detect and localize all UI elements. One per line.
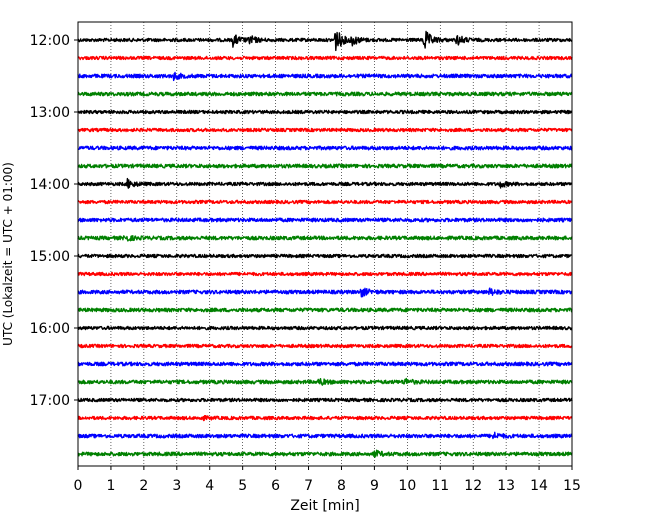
trace-21 [77,414,573,422]
trace-6 [77,145,573,151]
trace-16 [77,325,573,331]
x-tick-label-0: 0 [74,478,83,494]
x-tick-label-9: 9 [370,478,379,494]
trace-14 [77,287,573,298]
trace-7 [77,163,573,169]
x-tick-label-3: 3 [172,478,181,494]
trace-1 [77,55,573,61]
x-tick-label-6: 6 [271,478,280,494]
trace-9 [77,199,573,205]
x-tick-label-4: 4 [205,478,214,494]
trace-18 [77,361,573,367]
y-axis-label: UTC (Lokalzeit = UTC + 01:00) [1,162,15,346]
trace-20 [77,397,573,403]
x-tick-label-13: 13 [497,478,515,494]
x-tick-label-12: 12 [464,478,482,494]
x-tick-label-15: 15 [563,478,581,494]
y-tick-label-5: 17:00 [30,393,70,409]
x-tick-label-11: 11 [431,478,449,494]
y-tick-label-1: 13:00 [30,105,70,121]
y-axis: 12:00 13:00 14:00 15:00 16:00 17:00 [30,33,78,409]
trace-3 [77,91,573,97]
y-tick-label-0: 12:00 [30,33,70,49]
trace-12 [77,253,573,259]
grid-lines [110,22,540,466]
y-tick-label-2: 14:00 [30,177,70,193]
trace-5 [77,127,573,133]
y-tick-label-3: 15:00 [30,249,70,265]
trace-2 [77,71,573,82]
trace-11 [77,235,573,242]
x-tick-label-14: 14 [530,478,548,494]
trace-19 [77,377,573,386]
x-tick-label-8: 8 [337,478,346,494]
x-axis-label: Zeit [min] [290,498,359,514]
x-axis: 0 1 2 3 4 5 6 7 8 9 10 11 12 13 14 15 [74,466,581,494]
seismic-traces [77,30,573,458]
trace-4 [77,109,573,115]
x-tick-label-5: 5 [238,478,247,494]
trace-15 [77,307,573,313]
x-tick-label-2: 2 [139,478,148,494]
x-tick-label-1: 1 [106,478,115,494]
trace-10 [77,217,573,223]
trace-13 [77,271,573,277]
x-tick-label-7: 7 [304,478,313,494]
plot-frame [77,21,573,467]
trace-23 [77,449,573,458]
x-tick-label-10: 10 [398,478,416,494]
trace-0 [77,30,573,52]
trace-17 [77,343,573,349]
y-tick-label-4: 16:00 [30,321,70,337]
trace-8 [77,177,573,189]
trace-22 [77,431,573,440]
